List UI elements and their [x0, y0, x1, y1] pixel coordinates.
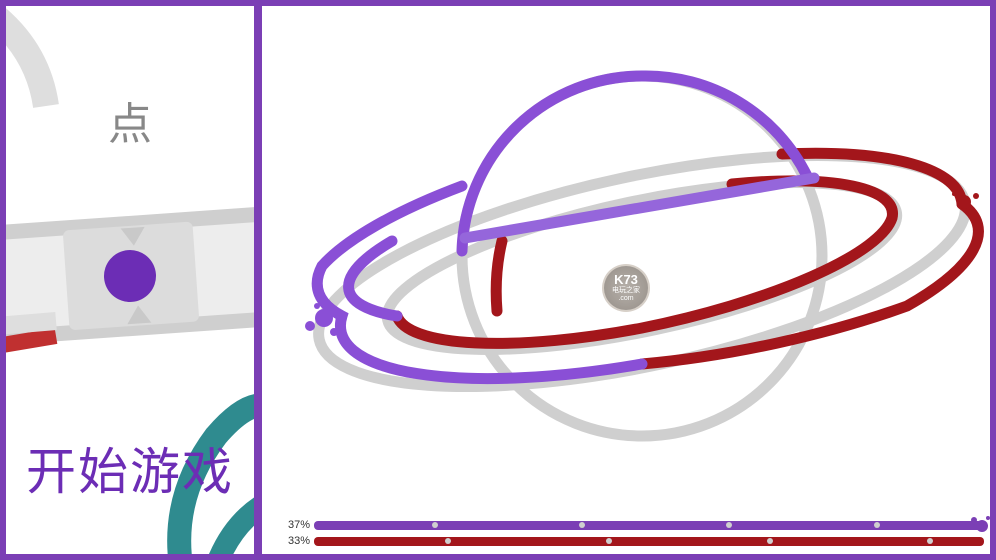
watermark-top: K73 [614, 273, 638, 287]
progress-label-purple: 37% [282, 519, 314, 531]
right-panel: K73 电玩之家 .com 37% 33% [262, 6, 990, 554]
progress-label-red: 33% [282, 535, 314, 547]
watermark-mid: 电玩之家 [612, 287, 640, 295]
progress-dot [874, 522, 880, 528]
watermark-bottom: .com [618, 295, 633, 303]
red-bit [6, 336, 56, 346]
progress-dot [606, 538, 612, 544]
progress-dot [927, 538, 933, 544]
start-game-button[interactable]: 开始游戏 [6, 432, 254, 504]
progress-dot [726, 522, 732, 528]
teal-curve-2 [216, 506, 254, 554]
progress-dot [445, 538, 451, 544]
left-panel: 点 开始游戏 [6, 6, 254, 554]
progress-dot [767, 538, 773, 544]
progress-dot [579, 522, 585, 528]
red-connector [496, 241, 502, 311]
gray-bit [6, 321, 56, 326]
progress-track-red[interactable] [314, 537, 984, 546]
progress-dot [432, 522, 438, 528]
dot-label: 点 [6, 88, 254, 152]
progress-track-purple[interactable] [314, 521, 984, 530]
watermark-badge: K73 电玩之家 .com [602, 264, 650, 312]
progress-area: 37% 33% [282, 516, 984, 548]
progress-row-purple: 37% [282, 518, 984, 532]
progress-row-red: 33% [282, 534, 984, 548]
